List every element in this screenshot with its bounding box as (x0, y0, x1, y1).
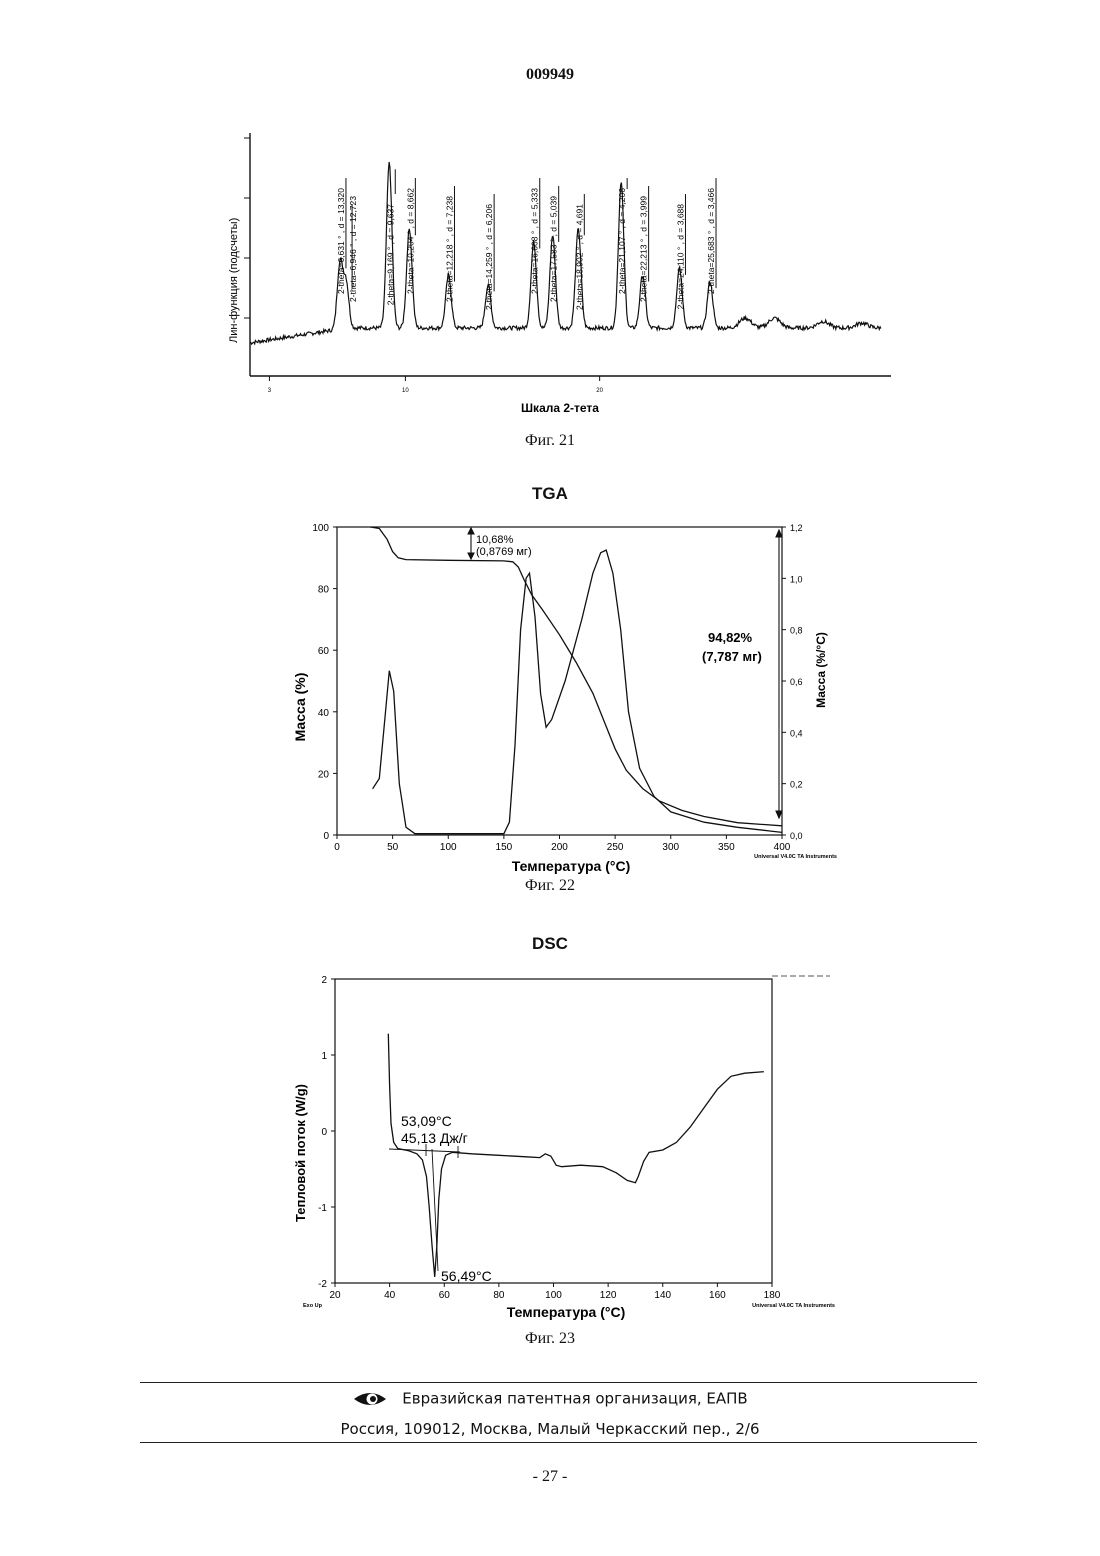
tga-x-tick-label: 350 (718, 842, 735, 853)
xrd-chart: 31020 2-theta=6,631 ° , d = 13,3202-thet… (225, 128, 900, 423)
dsc-y-tick-label: 2 (321, 975, 327, 986)
tga-y-tick-label: 0 (323, 831, 329, 842)
xrd-peak-label: 2-theta=14,259 ° , d = 6,206 (484, 204, 494, 310)
tga-x-axis-label: Температура (°C) (512, 858, 630, 874)
tga-y-tick-label: 80 (318, 585, 330, 596)
tga-y2-tick-label: 0,6 (790, 677, 803, 687)
dsc-y-axis-label: Тепловой поток (W/g) (293, 1084, 308, 1222)
dsc-exo-note: Exo Up (303, 1303, 323, 1309)
tga-annot-4: (7,787 мг) (702, 649, 762, 664)
footer-org-line: Евразийская патентная организация, ЕАПВ (0, 1389, 1100, 1409)
figure-22-caption: Фиг. 22 (0, 877, 1100, 895)
dsc-heatflow-curve (388, 1034, 764, 1277)
tga-footer-note: Universal V4.0C TA Instruments (754, 854, 837, 860)
tga-y2-tick-label: 0,8 (790, 626, 803, 636)
footer-address-line: Россия, 109012, Москва, Малый Черкасский… (0, 1420, 1100, 1438)
dsc-x-tick-label: 120 (600, 1290, 617, 1301)
tga-x-tick-label: 400 (774, 842, 791, 853)
tga-x-tick-label: 150 (496, 842, 513, 853)
dsc-title: DSC (0, 934, 1100, 954)
xrd-x-axis-label: Шкала 2-тета (521, 401, 599, 415)
tga-y-tick-label: 40 (318, 708, 330, 719)
page-number: - 27 - (0, 1468, 1100, 1486)
tga-y2-tick-label: 0,2 (790, 780, 803, 790)
xrd-peak-label: 2-theta=16,608 ° , d = 5,333 (530, 188, 540, 294)
tga-x-tick-label: 50 (387, 842, 399, 853)
dsc-x-tick-label: 60 (439, 1290, 451, 1301)
xrd-peak-label: 2-theta=17,583 ° , d = 5,039 (549, 196, 559, 302)
dsc-x-tick-label: 140 (654, 1290, 671, 1301)
dsc-x-tick-label: 180 (764, 1290, 781, 1301)
xrd-peak-label: 2-theta=10,204 ° , d = 8,662 (405, 188, 415, 294)
tga-y2-tick-label: 1,0 (790, 574, 803, 584)
tga-step1-arrow (468, 528, 474, 559)
tga-chart: 0 50 100 150 200 250 300 350 400 0 20 40 60 80 100 0,0 0… (285, 515, 845, 875)
dsc-chart: 20 40 60 80 100 120 140 160 180 -2 -1 0 1 2 53,09°C 4… (285, 965, 845, 1330)
dsc-annot-enthalpy: 45,13 Дж/г (401, 1130, 468, 1146)
tga-x-tick-label: 300 (662, 842, 679, 853)
xrd-peak-label: 2-theta=6,631 ° , d = 13,320 (336, 188, 346, 294)
xrd-y-axis-label: Лин-функция (подсчеты) (228, 218, 240, 343)
dsc-y-tick-label: -2 (318, 1279, 327, 1290)
xrd-x-tick-label: 10 (402, 388, 409, 394)
xrd-peak-label: 2-theta=12,218 ° , d = 7,238 (444, 196, 454, 302)
dsc-integration-lines (389, 1144, 460, 1271)
xrd-peak-label: 2-theta=24,110 ° , d = 3,688 (675, 204, 685, 310)
tga-derivative-curve (373, 550, 782, 834)
tga-mass-curve (370, 527, 782, 826)
tga-title: TGA (0, 484, 1100, 504)
tga-step2-arrow (776, 530, 782, 818)
tga-annot-1: 10,68% (476, 534, 514, 546)
dsc-footer-note: Universal V4.0C TA Instruments (752, 1303, 835, 1309)
xrd-peak-label: 2-theta=18,902 ° , d = 4,691 (574, 204, 584, 310)
tga-y2-tick-label: 1,2 (790, 523, 803, 533)
xrd-x-tick-label: 3 (268, 388, 272, 394)
xrd-peak-label: 2-theta=21,107 ° , d = 4,206 (617, 188, 627, 294)
dsc-x-tick-label: 40 (384, 1290, 396, 1301)
dsc-annot-peak: 56,49°C (441, 1268, 492, 1284)
xrd-peak-label: 2-theta=6,946 ° , d = 12,723 (348, 196, 358, 302)
dsc-x-tick-label: 20 (329, 1290, 341, 1301)
eapo-logo-icon (352, 1389, 388, 1409)
dsc-x-tick-label: 160 (709, 1290, 726, 1301)
dsc-x-tick-label: 80 (493, 1290, 505, 1301)
xrd-x-tick-label: 20 (596, 388, 603, 394)
footer-top-rule (140, 1382, 977, 1383)
tga-y-axis-label: Масса (%) (292, 673, 308, 742)
tga-annot-3: 94,82% (708, 630, 753, 645)
tga-plot-frame (337, 527, 782, 835)
tga-x-tick-label: 0 (334, 842, 340, 853)
figure-23-caption: Фиг. 23 (0, 1330, 1100, 1348)
tga-y2-axis-label: Масса (%/°C) (814, 632, 828, 708)
dsc-annot-onset: 53,09°C (401, 1113, 452, 1129)
dsc-x-axis-label: Температура (°C) (507, 1304, 625, 1320)
footer-org-text: Евразийская патентная организация, ЕАПВ (402, 1390, 747, 1408)
tga-x-tick-label: 100 (440, 842, 457, 853)
tga-y-tick-label: 100 (312, 523, 329, 534)
tga-y2-tick-label: 0,4 (790, 728, 803, 738)
tga-annot-2: (0,8769 мг) (476, 546, 532, 558)
xrd-peak-label: 2-theta=22,213 ° , d = 3,999 (639, 196, 649, 302)
tga-y-tick-label: 20 (318, 769, 330, 780)
dsc-y-tick-label: -1 (318, 1203, 327, 1214)
document-number: 009949 (0, 66, 1100, 84)
xrd-peak-label: 2-theta=9,169 ° , d = 9,637 (385, 204, 395, 306)
tga-x-tick-label: 200 (551, 842, 568, 853)
figure-21-caption: Фиг. 21 (0, 432, 1100, 450)
tga-y2-tick-label: 0,0 (790, 831, 803, 841)
dsc-y-tick-label: 1 (321, 1051, 327, 1062)
dsc-y-tick-label: 0 (321, 1127, 327, 1138)
footer-bottom-rule (140, 1442, 977, 1443)
xrd-peak-label: 2-theta=25,683 ° , d = 3,466 (706, 188, 716, 294)
dsc-x-tick-label: 100 (545, 1290, 562, 1301)
tga-y-tick-label: 60 (318, 646, 330, 657)
tga-x-tick-label: 250 (607, 842, 624, 853)
